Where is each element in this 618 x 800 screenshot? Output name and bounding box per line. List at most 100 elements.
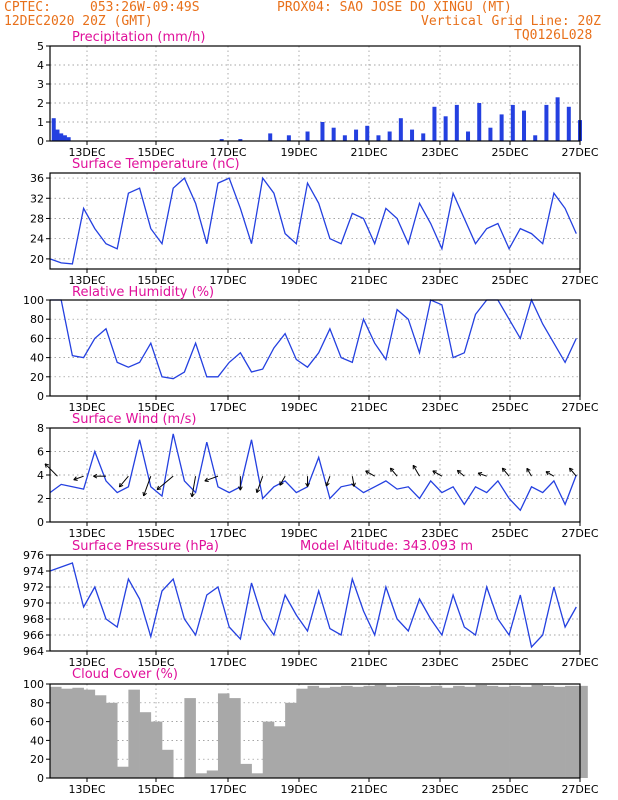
precip-bar [533,135,538,141]
wind-arrow [204,475,219,482]
cloud-cover-ytick-label: 20 [30,753,44,766]
cloud-cover-title: Cloud Cover (%) [72,667,178,682]
cloud-column [318,687,331,778]
wind-arrow [569,467,577,477]
wind-arrow-head [307,482,310,487]
precip-bar [499,114,504,141]
wind-arrow-head [457,469,462,472]
wind-frame [49,427,581,523]
precipitation-xtick-label: 19DEC [280,146,317,159]
cloud-column [94,695,107,778]
chart-header: CPTEC: 053:26W-09:49S PROX04: SAO JOSE D… [0,0,618,46]
header-date: 12DEC2020 20Z (GMT) [4,14,153,29]
wind-arrow [526,468,532,477]
wind-xtick-label: 15DEC [137,527,174,540]
wind-arrow [412,465,420,477]
precip-bar [219,139,224,141]
wind-xtick-label: 27DEC [561,527,598,540]
cloud-column [352,686,364,778]
precipitation-ytick-label: 2 [37,97,44,110]
cloud-cover-xtick-label: 13DEC [68,783,105,796]
cloud-column [83,689,96,778]
cloud-cover-ytick-label: 80 [30,697,44,710]
cloud-column [105,702,118,778]
pressure-xtick-label: 23DEC [421,656,458,669]
cloud-column [497,686,510,778]
wind-arrow [191,476,197,497]
pressure-title: Surface Pressure (hPa) [72,539,219,554]
wind-arrow-head [118,482,121,487]
wind-ytick-label: 0 [37,516,44,529]
cloud-column [206,770,219,778]
wind-arrow-head [569,468,571,473]
wind-arrow-head [143,492,147,497]
wind-arrow-head [365,470,369,475]
cloud-column [553,686,566,778]
cloud-column [408,685,420,778]
precipitation-xtick-label: 17DEC [209,146,246,159]
precip-bar [566,106,571,141]
temperature-title: Surface Temperature (nC) [72,157,240,172]
wind-line [49,433,577,512]
cloud-column [531,684,544,778]
precip-bar [342,135,347,141]
cloud-column [385,686,398,778]
header-source: CPTEC: [4,0,51,15]
cloud-column [464,686,476,778]
cloud-column [61,688,73,778]
wind-arrow-head [255,488,258,493]
precip-bar [522,110,527,141]
cloud-column [341,685,353,778]
pressure-xtick-label: 15DEC [137,656,174,669]
precip-bar [331,127,336,141]
precipitation-xtick-label: 13DEC [68,146,105,159]
cloud-column [419,686,432,778]
wind-arrow [457,469,465,477]
humidity-title: Relative Humidity (%) [72,285,214,300]
wind-arrow-head [351,483,355,487]
precip-bar [410,129,415,141]
wind-arrow [73,475,84,481]
precip-bar [421,133,426,141]
cloud-column [509,685,521,778]
wind-xtick-label: 23DEC [421,527,458,540]
humidity-xtick-label: 27DEC [561,401,598,414]
temperature-ytick-label: 28 [30,212,44,225]
wind-arrow [545,471,555,477]
cloud-column [307,685,320,778]
cloud-column [363,685,376,778]
cloud-column [329,686,342,778]
precip-bar [268,133,273,141]
precipitation-frame [49,45,581,142]
wind-arrow-head [305,482,308,487]
wind-arrow [389,467,398,477]
temperature-xtick-label: 13DEC [68,274,105,287]
temperature-ytick-label: 32 [30,192,44,205]
precipitation-ytick-label: 3 [37,78,44,91]
wind-arrow-head [432,470,436,475]
cloud-column [397,685,409,778]
wind-arrow [279,475,286,486]
humidity-frame [49,299,581,397]
wind-arrow-head [93,475,98,479]
cloud-cover-xtick-label: 17DEC [209,783,246,796]
wind-arrow [256,476,264,493]
cloud-column [486,685,499,778]
wind-xtick-label: 19DEC [280,527,317,540]
wind-ytick-label: 2 [37,493,44,506]
pressure-xtick-label: 27DEC [561,656,598,669]
wind-xtick-label: 21DEC [350,527,387,540]
wind-ytick-label: 8 [37,422,44,435]
precip-bar [365,125,370,141]
precip-bar [510,104,515,141]
wind-arrow-head [73,476,77,481]
cloud-cover-xtick-label: 19DEC [280,783,317,796]
humidity-ytick-label: 40 [30,352,44,365]
precip-bar [62,135,67,141]
wind-arrow-head [412,464,417,468]
precip-bar [488,127,493,141]
wind-arrow [432,470,443,477]
precip-bar [432,106,437,141]
precip-bar [544,104,549,141]
temperature-line [49,176,577,265]
